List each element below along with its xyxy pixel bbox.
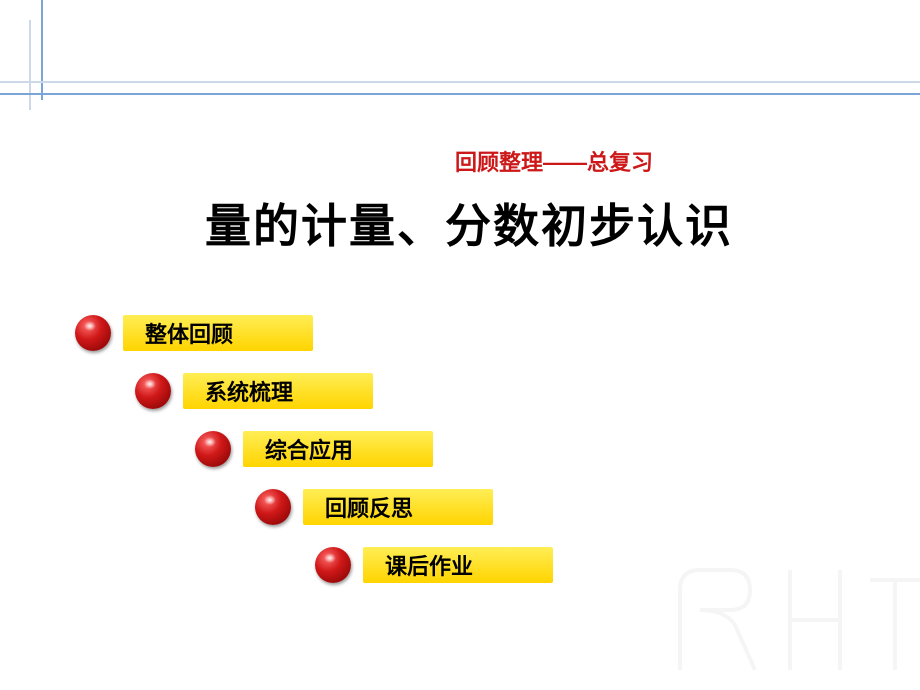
watermark (660, 540, 920, 690)
page-title: 量的计量、分数初步认识 (205, 190, 733, 256)
nav-label: 课后作业 (363, 547, 553, 583)
sphere-icon (255, 489, 291, 525)
nav-label: 整体回顾 (123, 315, 313, 351)
nav-item-0[interactable]: 整体回顾 (75, 315, 553, 351)
nav-label: 系统梳理 (183, 373, 373, 409)
nav-item-4[interactable]: 课后作业 (315, 547, 553, 583)
sphere-icon (75, 315, 111, 351)
sphere-icon (315, 547, 351, 583)
subtitle: 回顾整理——总复习 (455, 145, 653, 177)
sphere-icon (195, 431, 231, 467)
header-accent-lines (0, 0, 920, 120)
nav-label: 回顾反思 (303, 489, 493, 525)
nav-label: 综合应用 (243, 431, 433, 467)
nav-item-1[interactable]: 系统梳理 (135, 373, 553, 409)
nav-list: 整体回顾系统梳理综合应用回顾反思课后作业 (75, 315, 553, 605)
nav-item-3[interactable]: 回顾反思 (255, 489, 553, 525)
sphere-icon (135, 373, 171, 409)
nav-item-2[interactable]: 综合应用 (195, 431, 553, 467)
